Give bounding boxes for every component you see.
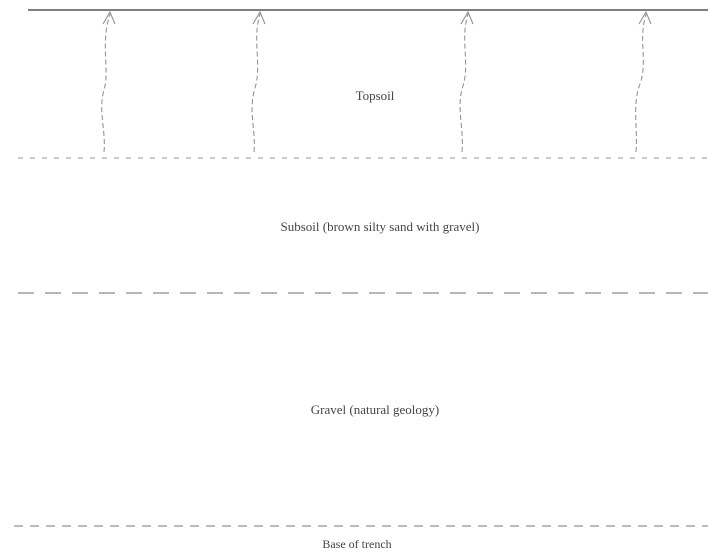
base-of-trench-label: Base of trench [322, 537, 392, 551]
topsoil-label: Topsoil [355, 88, 395, 103]
root-arrow-icon [460, 10, 474, 25]
root-arrowheads [102, 10, 652, 25]
root-arrow-icon [101, 13, 111, 153]
root-arrows [101, 13, 647, 153]
root-arrow-icon [252, 10, 266, 25]
root-arrow-icon [459, 13, 469, 153]
gravel-label: Gravel (natural geology) [310, 402, 440, 417]
root-arrow-icon [251, 13, 261, 153]
subsoil-label: Subsoil (brown silty sand with gravel) [280, 219, 480, 234]
root-arrow-icon [102, 10, 116, 25]
root-arrow-icon [635, 13, 647, 153]
root-arrow-icon [638, 10, 652, 25]
